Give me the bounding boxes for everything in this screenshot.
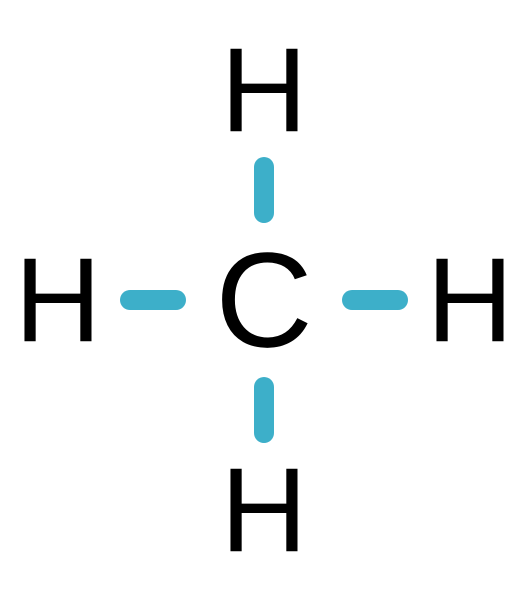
atom-bottom: H: [221, 450, 308, 570]
atom-center: C: [215, 233, 313, 368]
bond-left: [120, 290, 186, 310]
atom-right: H: [427, 240, 514, 360]
atom-left: H: [15, 240, 102, 360]
atom-top: H: [221, 30, 308, 150]
molecule-diagram: C H H H H: [0, 0, 529, 600]
bond-bottom: [254, 377, 274, 443]
bond-top: [254, 157, 274, 223]
bond-right: [342, 290, 408, 310]
